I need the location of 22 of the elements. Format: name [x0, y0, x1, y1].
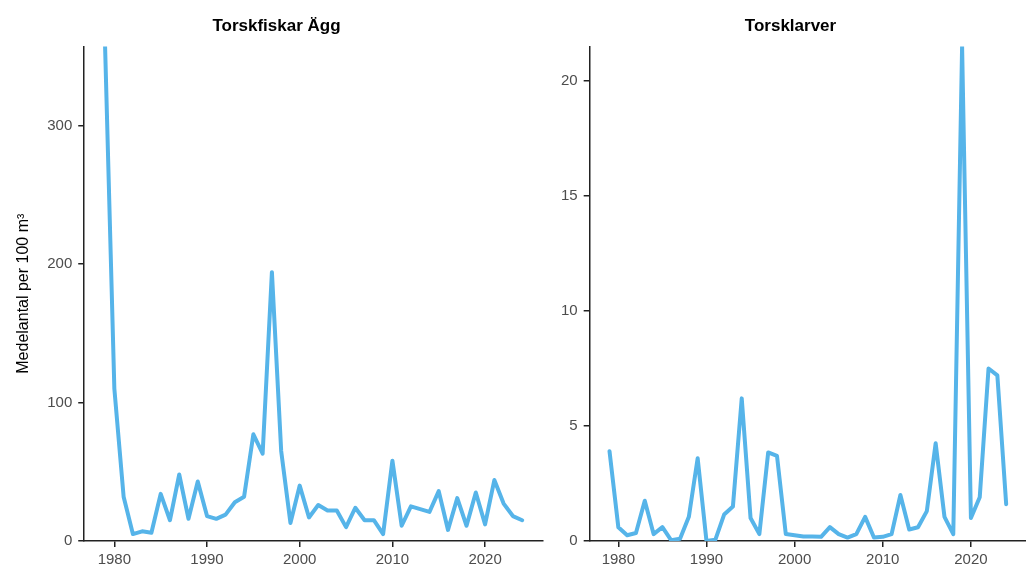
y-tick-label: 0: [63, 531, 73, 549]
x-tick-label: 2020: [468, 550, 502, 568]
x-tick-label: 2020: [954, 550, 988, 568]
chart-title: Torsklarver: [744, 15, 837, 35]
x-tick-label: 1990: [689, 550, 724, 568]
y-axis-title: Medelantal per 100 m³: [14, 212, 32, 374]
y-tick-label: 200: [47, 254, 73, 272]
chart-title: Torskfiskar Ägg: [212, 15, 341, 35]
y-tick-label: 20: [561, 71, 578, 89]
x-tick-label: 2000: [777, 550, 812, 568]
x-tick-label: 1980: [97, 550, 132, 568]
y-tick-label: 300: [47, 115, 73, 133]
y-tick-label: 15: [561, 186, 578, 204]
y-tick-label: 100: [47, 392, 73, 410]
x-tick-label: 2010: [866, 550, 900, 568]
y-tick-label: 10: [561, 301, 578, 319]
x-tick-label: 2010: [375, 550, 410, 568]
y-tick-label: 0: [569, 531, 578, 549]
x-tick-label: 2000: [283, 550, 317, 568]
y-tick-label: 5: [569, 416, 578, 434]
x-tick-label: 1990: [190, 550, 224, 568]
x-tick-label: 1980: [601, 550, 636, 568]
